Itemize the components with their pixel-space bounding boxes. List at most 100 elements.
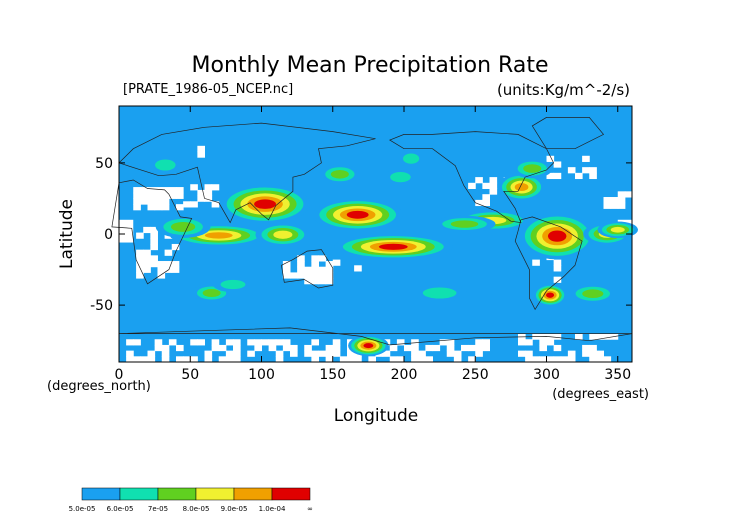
missing-cell	[489, 182, 498, 189]
missing-cell	[176, 204, 184, 211]
missing-cell	[304, 266, 312, 273]
missing-cell	[311, 356, 319, 363]
missing-cell	[133, 339, 141, 346]
missing-cell	[140, 198, 148, 205]
missing-cell	[154, 344, 163, 352]
missing-cell	[446, 350, 455, 357]
missing-cell	[432, 344, 441, 352]
missing-cell	[553, 265, 562, 272]
missing-cell	[311, 261, 319, 268]
missing-cell	[389, 356, 398, 363]
missing-cell	[539, 344, 547, 352]
missing-cell	[482, 199, 490, 207]
y-tick-label: -50	[90, 298, 113, 314]
missing-cell	[411, 344, 419, 352]
missing-cell	[268, 339, 277, 346]
missing-cell	[133, 198, 141, 205]
missing-cell	[468, 344, 476, 352]
missing-cell	[190, 201, 198, 208]
missing-cell	[418, 350, 426, 357]
x-tick-label: 200	[391, 367, 418, 383]
precip-cell	[523, 164, 542, 173]
missing-cell	[126, 356, 134, 363]
missing-cell	[560, 356, 569, 363]
missing-cell	[161, 344, 170, 352]
missing-cell	[154, 198, 163, 205]
y-tick-label: 50	[95, 156, 113, 172]
missing-cell	[311, 350, 319, 357]
y-axis-label: Latitude	[57, 199, 77, 269]
missing-cell	[233, 350, 241, 357]
missing-cell	[150, 238, 158, 245]
missing-cell	[290, 344, 298, 352]
missing-cell	[161, 192, 170, 199]
missing-cell	[143, 226, 151, 234]
missing-cell	[347, 350, 355, 357]
missing-cell	[133, 204, 141, 211]
missing-cell	[119, 219, 134, 243]
missing-cell	[339, 356, 348, 363]
missing-cell	[225, 339, 234, 346]
missing-cell	[297, 255, 305, 262]
missing-cell	[147, 192, 156, 199]
missing-cell	[332, 344, 341, 352]
missing-cell	[553, 333, 562, 340]
colorbar-label: 8.0e-05	[183, 505, 210, 513]
missing-cell	[233, 356, 241, 363]
missing-cell	[157, 266, 166, 273]
missing-cell	[268, 344, 277, 352]
missing-cell	[603, 197, 612, 204]
missing-cell	[161, 350, 170, 357]
missing-cell	[546, 339, 555, 346]
missing-cell	[204, 356, 213, 363]
precip-cell	[422, 287, 457, 299]
precip-cell	[610, 226, 625, 233]
missing-cell	[157, 272, 166, 279]
missing-cell	[582, 155, 590, 162]
missing-cell	[389, 344, 398, 352]
missing-cell	[475, 199, 483, 207]
missing-cell	[197, 151, 205, 158]
missing-cell	[126, 339, 134, 346]
precip-cell	[546, 292, 555, 298]
missing-cell	[482, 194, 490, 201]
x-tick-label: 0	[115, 367, 124, 383]
missing-cell	[318, 272, 327, 279]
missing-cell	[518, 339, 526, 346]
missing-cell	[617, 197, 626, 204]
precip-cell	[514, 183, 529, 192]
missing-cell	[282, 266, 291, 273]
missing-cell	[475, 177, 483, 184]
missing-cell	[275, 339, 284, 346]
precip-cell	[363, 343, 374, 349]
missing-cell	[589, 350, 597, 357]
missing-cell	[318, 350, 327, 357]
missing-cell	[304, 344, 312, 352]
missing-cell	[150, 261, 158, 268]
missing-cell	[318, 278, 327, 285]
precip-cell	[390, 172, 411, 183]
missing-cell	[211, 184, 220, 191]
missing-cell	[143, 261, 151, 268]
missing-cell	[304, 278, 312, 285]
missing-cell	[475, 344, 483, 352]
missing-cell	[325, 344, 334, 352]
missing-cell	[126, 350, 134, 357]
missing-cell	[404, 344, 412, 352]
missing-cell	[136, 272, 144, 279]
missing-cell	[603, 202, 612, 209]
missing-cell	[553, 259, 562, 266]
missing-cell	[354, 265, 362, 272]
missing-cell	[168, 339, 177, 346]
precip-cell	[273, 230, 293, 239]
missing-cell	[396, 339, 405, 346]
missing-cell	[211, 201, 220, 208]
missing-cell	[610, 202, 619, 209]
coastline-layer	[111, 117, 633, 346]
missing-cell	[197, 145, 205, 153]
missing-cell	[589, 356, 597, 363]
missing-cell	[453, 350, 462, 357]
missing-cell	[204, 189, 213, 197]
missing-cell	[171, 261, 180, 268]
missing-cell	[247, 350, 255, 357]
